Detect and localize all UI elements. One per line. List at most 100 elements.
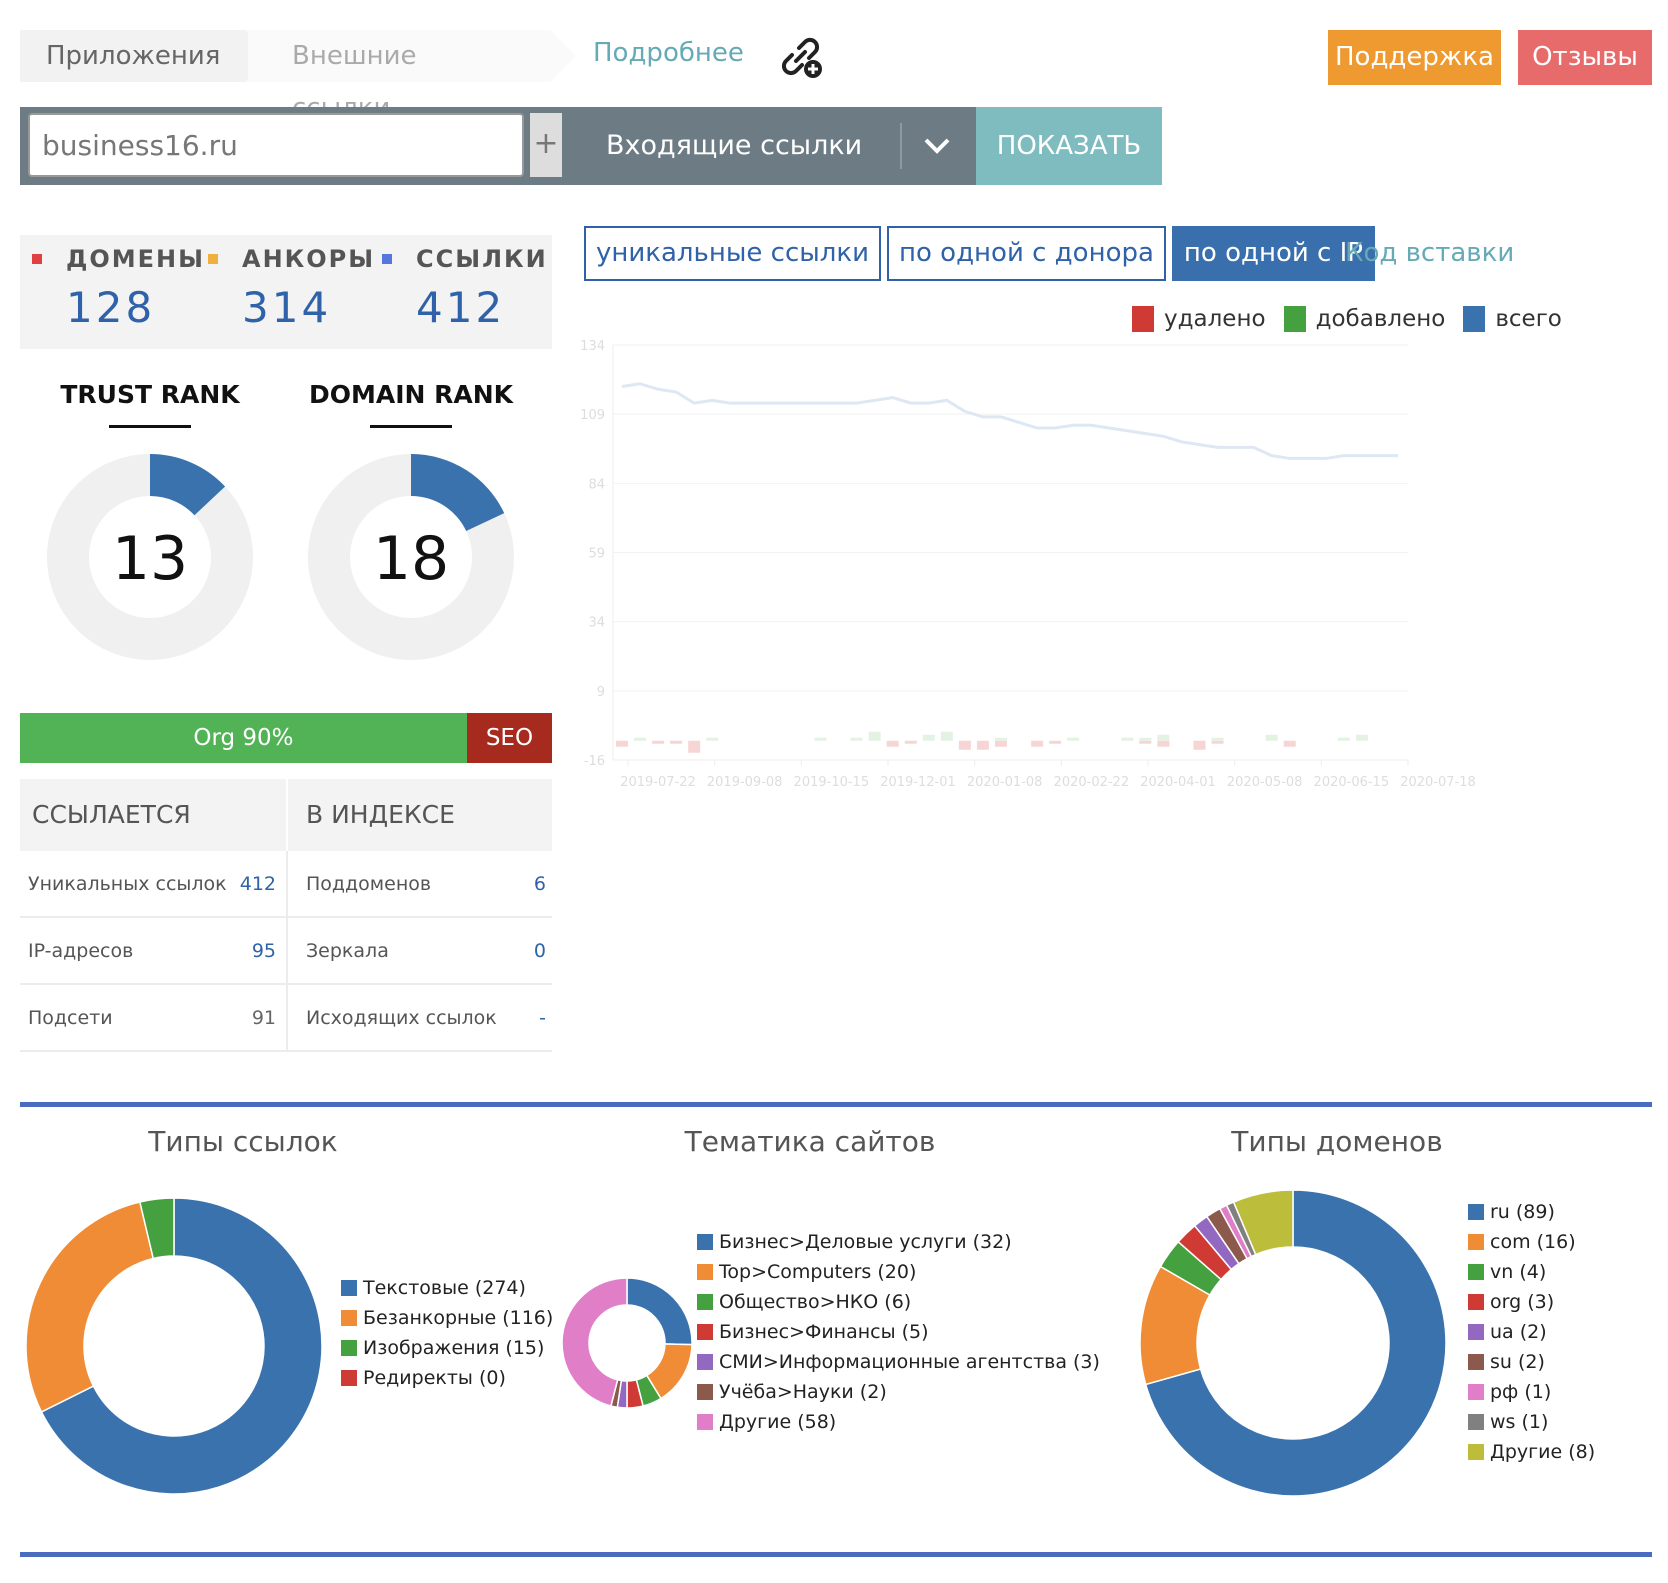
legend-added[interactable]: добавлено	[1283, 306, 1445, 332]
support-button[interactable]: Поддержка	[1328, 30, 1501, 85]
legend-item[interactable]: Бизнес>Финансы (5)	[697, 1317, 1100, 1347]
donut-slice[interactable]	[138, 1198, 175, 1260]
tab-one-per-donor[interactable]: по одной с донора	[887, 226, 1166, 281]
add-domain-button[interactable]: +	[530, 113, 562, 177]
stat-anchors: АНКОРЫ 314	[208, 245, 375, 332]
legend-swatch	[1468, 1264, 1484, 1280]
legend-item[interactable]: СМИ>Информационные агентства (3)	[697, 1347, 1100, 1377]
link-mode-select[interactable]: Входящие ссылки	[606, 130, 863, 161]
legend-swatch	[1468, 1234, 1484, 1250]
row-value[interactable]: 6	[533, 872, 546, 895]
removed-bar	[886, 740, 899, 747]
legend-item[interactable]: Безанкорные (116)	[341, 1303, 553, 1333]
org-seo-bar: Org 90% SEO 10%	[20, 713, 552, 801]
domain-rank: DOMAIN RANK 18	[296, 380, 526, 660]
breadcrumb-external-links[interactable]: Внешние ссылки	[248, 30, 576, 123]
domain-gauge-fill	[411, 454, 505, 532]
added-bar	[1211, 737, 1224, 741]
removed-bar	[958, 740, 971, 750]
added-bar	[1265, 734, 1278, 741]
legend-swatch	[1468, 1384, 1484, 1400]
search-bar: + Входящие ссылки ПОКАЗАТЬ	[20, 107, 1162, 185]
tab-unique-links[interactable]: уникальные ссылки	[584, 226, 881, 281]
donut-slice[interactable]	[626, 1278, 692, 1346]
x-tick-label: 2019-07-22	[620, 775, 696, 790]
legend-total[interactable]: всего	[1463, 306, 1562, 332]
row-value[interactable]: 0	[533, 939, 546, 962]
link-add-icon[interactable]	[778, 34, 824, 80]
donut-slice[interactable]	[1232, 1190, 1294, 1256]
trust-rank-value: 13	[112, 524, 188, 594]
table-head-index: В ИНДЕКСЕ	[286, 779, 552, 851]
legend-swatch	[1468, 1444, 1484, 1460]
legend-label: Бизнес>Деловые услуги (32)	[719, 1231, 1012, 1253]
legend-item[interactable]: Бизнес>Деловые услуги (32)	[697, 1227, 1100, 1257]
domain-types-title: Типы доменов	[1231, 1125, 1443, 1158]
legend-item[interactable]: org (3)	[1468, 1287, 1595, 1317]
removed-bar	[904, 740, 917, 744]
legend-item[interactable]: Текстовые (274)	[341, 1273, 553, 1303]
domains-value: 128	[66, 283, 156, 332]
donut-slice[interactable]	[562, 1278, 628, 1407]
reviews-button[interactable]: Отзывы	[1518, 30, 1652, 85]
legend-item[interactable]: Другие (8)	[1468, 1437, 1595, 1467]
legend-item[interactable]: Изображения (15)	[341, 1333, 553, 1363]
y-tick-label: 134	[580, 339, 605, 354]
legend-item[interactable]: Общество>НКО (6)	[697, 1287, 1100, 1317]
table-row: Подсети 91 Исходящих ссылок -	[20, 985, 552, 1052]
removed-bar	[688, 740, 701, 753]
donut-slice[interactable]	[40, 1198, 322, 1494]
legend-swatch	[697, 1354, 713, 1370]
show-button[interactable]: ПОКАЗАТЬ	[976, 107, 1162, 185]
legend-swatch	[697, 1294, 713, 1310]
legend-label: всего	[1495, 306, 1562, 332]
added-bar	[994, 737, 1007, 741]
legend-item[interactable]: com (16)	[1468, 1227, 1595, 1257]
legend-item[interactable]: Top>Computers (20)	[697, 1257, 1100, 1287]
domain-rank-title: DOMAIN RANK	[308, 380, 514, 409]
legend-swatch	[697, 1234, 713, 1250]
legend-item[interactable]: Редиректы (0)	[341, 1363, 553, 1393]
legend-swatch	[1468, 1324, 1484, 1340]
link-types-title: Типы ссылок	[148, 1125, 338, 1158]
legend-item[interactable]: vn (4)	[1468, 1257, 1595, 1287]
legend-removed[interactable]: удалено	[1132, 306, 1266, 332]
row-value[interactable]: 412	[239, 872, 276, 895]
stats-summary: ДОМЕНЫ 128 АНКОРЫ 314 ССЫЛКИ 412	[20, 235, 552, 349]
donut-slice[interactable]	[1144, 1190, 1446, 1496]
legend-item[interactable]: ua (2)	[1468, 1317, 1595, 1347]
legend-item[interactable]: Другие (58)	[697, 1407, 1100, 1437]
row-label: Уникальных ссылок	[28, 872, 227, 895]
donut-slice[interactable]	[26, 1201, 155, 1413]
x-tick-label: 2019-10-15	[794, 775, 870, 790]
legend-item[interactable]: ws (1)	[1468, 1407, 1595, 1437]
row-value[interactable]: -	[539, 1006, 546, 1029]
added-bar	[1337, 737, 1350, 741]
removed-bar	[1193, 740, 1206, 750]
links-label: ССЫЛКИ	[416, 245, 548, 273]
site-topics-legend: Бизнес>Деловые услуги (32) Top>Computers …	[697, 1227, 1100, 1437]
legend-label: Общество>НКО (6)	[719, 1291, 912, 1313]
removed-bar	[976, 740, 989, 750]
x-tick-label: 2019-09-08	[707, 775, 783, 790]
legend-item[interactable]: ru (89)	[1468, 1197, 1595, 1227]
chevron-down-icon[interactable]	[920, 129, 954, 163]
embed-code-link[interactable]: Код вставки	[1345, 238, 1515, 268]
legend-item[interactable]: рф (1)	[1468, 1377, 1595, 1407]
legend-label: СМИ>Информационные агентства (3)	[719, 1351, 1100, 1373]
domain-input[interactable]	[28, 113, 524, 177]
x-tick-label: 2020-04-01	[1140, 775, 1216, 790]
breadcrumb-apps[interactable]: Приложения	[20, 30, 272, 82]
section-divider-bottom	[20, 1552, 1652, 1557]
row-value[interactable]: 95	[251, 939, 276, 962]
legend-label: su (2)	[1490, 1351, 1545, 1373]
tab-one-per-ip[interactable]: по одной с IP	[1171, 226, 1375, 281]
select-divider	[900, 123, 902, 169]
added-bar	[868, 731, 881, 741]
legend-label: Top>Computers (20)	[719, 1261, 917, 1283]
added-bar	[814, 737, 827, 741]
legend-item[interactable]: Учёба>Науки (2)	[697, 1377, 1100, 1407]
legend-item[interactable]: su (2)	[1468, 1347, 1595, 1377]
removed-bar	[652, 740, 665, 744]
more-link[interactable]: Подробнее	[593, 38, 744, 68]
